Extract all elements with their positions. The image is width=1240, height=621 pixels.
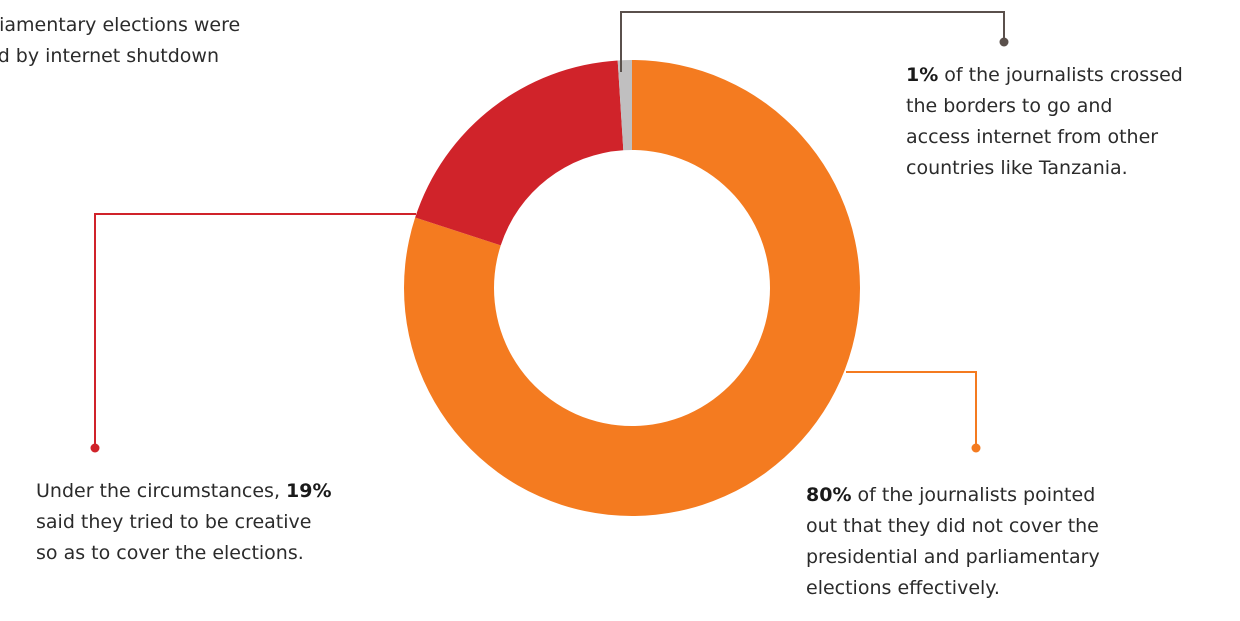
top-caption-line-2: ed by internet shutdown <box>0 45 219 67</box>
gray-pct: 1% <box>906 64 939 86</box>
orange-line-4: elections effectively. <box>806 577 1000 599</box>
leader-red-dot <box>90 443 100 453</box>
red-line-1: said they tried to be creative <box>36 511 312 533</box>
leader-red <box>94 213 416 448</box>
slice-orange <box>404 60 860 516</box>
leader-gray-dot <box>999 37 1009 47</box>
slice-red <box>415 60 624 246</box>
annotation-orange-slice: 80% of the journalists pointed out that … <box>806 480 1100 604</box>
orange-pct: 80% <box>806 484 852 506</box>
gray-line-2: the borders to go and <box>906 95 1113 117</box>
orange-line-3: presidential and parliamentary <box>806 546 1100 568</box>
orange-line-2: out that they did not cover the <box>806 515 1099 537</box>
leader-orange-dot <box>971 443 981 453</box>
leader-gray <box>620 11 1005 72</box>
red-pct: 19% <box>286 480 332 502</box>
orange-line-1: of the journalists pointed <box>851 484 1096 506</box>
red-prefix: Under the circumstances, <box>36 480 287 502</box>
gray-line-4: countries like Tanzania. <box>906 157 1128 179</box>
leader-lines <box>90 11 1009 453</box>
annotation-red-slice: Under the circumstances, 19% said they t… <box>36 476 332 569</box>
top-caption: rliamentary elections were ed by interne… <box>0 10 240 72</box>
donut-slices <box>404 60 860 516</box>
slice-gray <box>617 60 632 151</box>
gray-line-3: access internet from other <box>906 126 1159 148</box>
top-caption-line-1: rliamentary elections were <box>0 14 241 36</box>
leader-orange <box>846 371 977 448</box>
annotation-gray-slice: 1% of the journalists crossed the border… <box>906 60 1183 184</box>
gray-line-1: of the journalists crossed <box>938 64 1183 86</box>
red-line-2: so as to cover the elections. <box>36 542 304 564</box>
